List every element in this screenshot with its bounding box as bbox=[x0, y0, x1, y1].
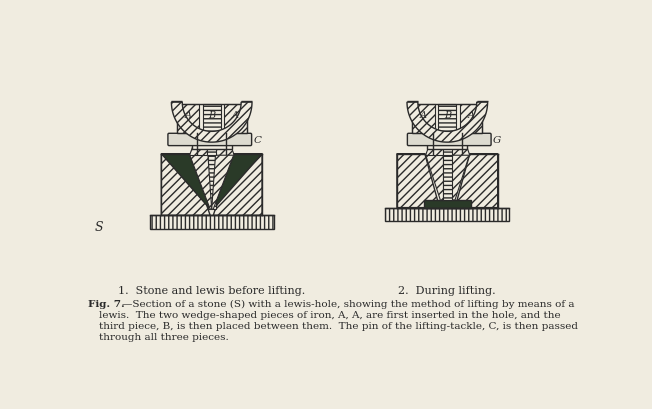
Text: A: A bbox=[232, 111, 239, 120]
Polygon shape bbox=[424, 200, 471, 208]
Polygon shape bbox=[161, 154, 210, 216]
FancyBboxPatch shape bbox=[460, 104, 482, 134]
Polygon shape bbox=[443, 154, 452, 200]
FancyBboxPatch shape bbox=[427, 144, 467, 150]
Text: C: C bbox=[254, 136, 261, 145]
Polygon shape bbox=[425, 134, 443, 156]
Polygon shape bbox=[213, 154, 262, 216]
Polygon shape bbox=[216, 134, 234, 156]
Text: B: B bbox=[208, 111, 215, 120]
Text: through all three pieces.: through all three pieces. bbox=[98, 332, 228, 341]
FancyBboxPatch shape bbox=[408, 134, 491, 146]
Polygon shape bbox=[212, 154, 234, 210]
Text: A: A bbox=[185, 111, 192, 120]
Text: A: A bbox=[420, 111, 427, 120]
Text: third piece, B, is then placed between them.  The pin of the lifting-tackle, C, : third piece, B, is then placed between t… bbox=[98, 321, 578, 330]
FancyBboxPatch shape bbox=[177, 104, 199, 134]
Polygon shape bbox=[171, 103, 252, 143]
Text: 2.  During lifting.: 2. During lifting. bbox=[398, 285, 496, 296]
FancyBboxPatch shape bbox=[192, 144, 232, 150]
Polygon shape bbox=[452, 154, 470, 200]
Polygon shape bbox=[397, 154, 439, 208]
FancyBboxPatch shape bbox=[413, 104, 435, 134]
Text: S: S bbox=[95, 221, 103, 234]
FancyBboxPatch shape bbox=[438, 104, 456, 134]
Text: Fig. 7.: Fig. 7. bbox=[88, 299, 125, 308]
Polygon shape bbox=[443, 134, 452, 156]
Text: A: A bbox=[467, 111, 475, 120]
Polygon shape bbox=[452, 134, 470, 156]
FancyBboxPatch shape bbox=[203, 104, 221, 134]
Text: B: B bbox=[444, 111, 451, 120]
Polygon shape bbox=[207, 134, 216, 156]
Polygon shape bbox=[189, 134, 207, 156]
Polygon shape bbox=[385, 208, 509, 222]
FancyBboxPatch shape bbox=[168, 134, 252, 146]
Polygon shape bbox=[425, 154, 443, 200]
Polygon shape bbox=[407, 103, 488, 143]
FancyBboxPatch shape bbox=[224, 104, 246, 134]
Polygon shape bbox=[455, 154, 497, 208]
Polygon shape bbox=[150, 216, 274, 229]
Polygon shape bbox=[208, 154, 216, 210]
Text: 1.  Stone and lewis before lifting.: 1. Stone and lewis before lifting. bbox=[118, 285, 305, 296]
Polygon shape bbox=[161, 154, 210, 210]
Polygon shape bbox=[213, 154, 262, 210]
Polygon shape bbox=[189, 154, 212, 210]
Text: lewis.  The two wedge-shaped pieces of iron, A, A, are first inserted in the hol: lewis. The two wedge-shaped pieces of ir… bbox=[98, 310, 560, 319]
Text: —Section of a stone (S) with a lewis-hole, showing the method of lifting by mean: —Section of a stone (S) with a lewis-hol… bbox=[122, 299, 574, 309]
Text: G: G bbox=[493, 136, 501, 145]
